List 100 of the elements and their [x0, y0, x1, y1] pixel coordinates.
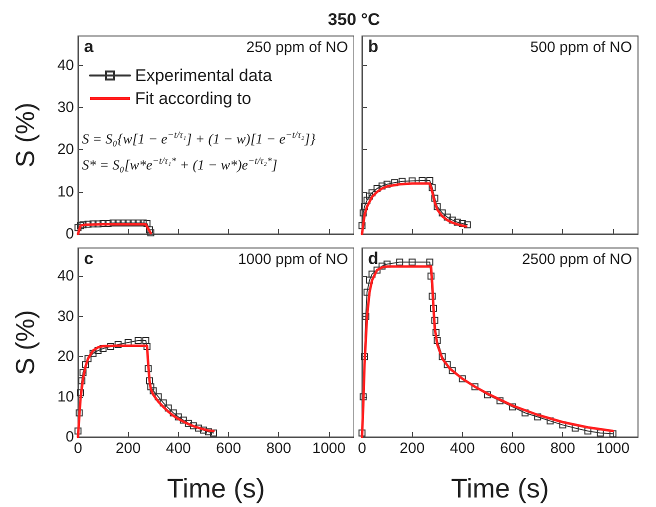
point [114, 341, 122, 348]
point [368, 189, 376, 196]
point [572, 424, 579, 432]
x-tick-label: 1000 [596, 440, 630, 457]
point [200, 426, 207, 434]
point [438, 353, 446, 360]
annotation: a [84, 37, 94, 57]
point [150, 387, 157, 394]
point [360, 393, 367, 400]
point [496, 397, 504, 404]
point [431, 316, 438, 324]
x-tick-label: 800 [266, 440, 292, 457]
point [364, 196, 371, 204]
point [358, 222, 366, 230]
point [434, 203, 441, 210]
y-tick-label: 0 [66, 428, 74, 446]
point [147, 383, 154, 390]
point [362, 312, 370, 320]
annotation: 250 ppm of NO [246, 39, 348, 56]
point [444, 214, 451, 221]
point [430, 304, 438, 312]
point [190, 422, 197, 430]
point [428, 184, 436, 192]
point [534, 413, 542, 420]
point [90, 220, 97, 228]
annotation: c [84, 249, 94, 269]
point [160, 399, 167, 406]
point [448, 367, 456, 374]
point [438, 209, 446, 216]
point [509, 403, 516, 410]
y-axis-title: S (%) [10, 310, 40, 375]
point [448, 216, 456, 224]
point [174, 413, 182, 420]
point [180, 416, 187, 424]
y-tick-label: 30 [57, 308, 74, 325]
point [484, 391, 491, 398]
point [378, 262, 386, 270]
legend-label: Fit according to [135, 89, 252, 108]
x-tick-label: 400 [450, 440, 475, 457]
point [194, 424, 202, 432]
x-tick-label: 400 [166, 440, 191, 457]
point [366, 192, 374, 200]
point [408, 258, 416, 266]
point [431, 194, 438, 202]
point [77, 389, 84, 396]
point [546, 417, 554, 424]
x-tick-label: 0 [358, 440, 366, 457]
point [74, 427, 82, 434]
y-tick-label: 40 [57, 56, 74, 74]
point [77, 222, 84, 230]
point [596, 429, 604, 436]
point [80, 221, 87, 228]
point [426, 258, 434, 266]
x-tick-label: 200 [400, 440, 425, 457]
annotation: 500 ppm of NO [530, 39, 632, 56]
point [84, 220, 92, 228]
y-axis-title: S (%) [10, 102, 40, 168]
x-tick-label: 1000 [312, 440, 346, 457]
point [184, 420, 192, 427]
y-tick-label: 10 [57, 388, 74, 406]
y-tick-label: 20 [57, 348, 74, 366]
point [434, 336, 441, 344]
point [146, 226, 154, 234]
point [84, 355, 92, 362]
point [374, 185, 381, 192]
x-axis-title: Time (s) [167, 474, 265, 504]
x-tick-label: 600 [216, 440, 242, 457]
point [384, 180, 391, 188]
point [368, 270, 376, 278]
point [144, 365, 152, 372]
point [80, 369, 87, 376]
point [74, 224, 82, 232]
point [204, 428, 212, 436]
point [374, 266, 381, 274]
point [164, 404, 172, 412]
point [464, 221, 471, 228]
point [134, 336, 142, 344]
point [361, 353, 368, 360]
x-tick-label: 800 [550, 440, 576, 457]
point [458, 375, 466, 382]
point [146, 377, 154, 384]
point [82, 361, 90, 368]
point [170, 409, 177, 416]
point [360, 209, 367, 216]
x-tick-label: 200 [116, 440, 141, 457]
x-axis-title: Time (s) [451, 474, 549, 504]
point [609, 430, 616, 438]
annotation: 2500 ppm of NO [522, 251, 632, 268]
point [432, 328, 440, 336]
point [90, 350, 97, 357]
y-tick-label: 0 [66, 226, 74, 242]
annotation: d [368, 249, 378, 269]
y-tick-label: 40 [57, 268, 74, 285]
point [142, 336, 150, 344]
annotation: b [368, 37, 378, 57]
point [458, 220, 466, 227]
point [358, 429, 366, 436]
chart-title: 350 °C [328, 10, 380, 30]
y-tick-label: 20 [57, 141, 74, 158]
annotation: 1000 ppm of NO [238, 251, 348, 268]
